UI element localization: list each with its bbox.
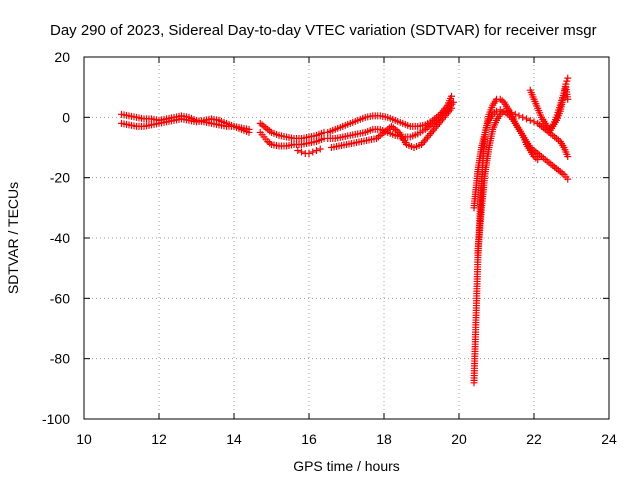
y-axis-label: SDTVAR / TECUs	[5, 182, 21, 294]
data-point	[245, 128, 253, 136]
data-point	[511, 110, 519, 118]
data-point	[305, 150, 313, 158]
data-point	[564, 74, 572, 82]
grid-layer	[84, 57, 609, 419]
y-tick-label: -100	[42, 411, 70, 427]
data-point	[519, 113, 527, 121]
x-tick-label: 12	[151, 431, 167, 447]
data-point	[504, 107, 512, 115]
y-tick-label: 20	[54, 49, 70, 65]
data-point	[523, 115, 530, 123]
x-tick-label: 22	[526, 431, 542, 447]
x-tick-label: 18	[376, 431, 392, 447]
series-track-n	[545, 83, 572, 136]
series-track-i	[328, 104, 455, 151]
data-point	[564, 153, 572, 161]
x-tick-label: 20	[451, 431, 467, 447]
x-tick-label: 16	[301, 431, 317, 447]
data-point	[448, 104, 455, 112]
data-point	[530, 118, 538, 126]
data-point	[316, 145, 324, 153]
data-point	[294, 147, 302, 155]
axis-layer: 10 12 14 16 18 20 22 24 -100 -80 -60 -40 -20 0 20	[42, 49, 617, 447]
y-tick-label: -60	[50, 290, 70, 306]
data-point	[515, 112, 523, 120]
plot-frame	[83, 56, 610, 420]
series-track-d	[256, 119, 328, 142]
data-point	[526, 116, 534, 124]
data-point	[313, 147, 320, 155]
series-track-g	[324, 92, 455, 136]
data-layer	[118, 74, 572, 387]
data-point	[564, 175, 572, 183]
x-tick-label: 10	[76, 431, 92, 447]
y-tick-label: -40	[50, 230, 70, 246]
y-tick-label: 0	[62, 109, 70, 125]
series-track-k	[470, 106, 542, 212]
data-point	[534, 156, 542, 164]
data-point	[508, 109, 515, 117]
series-track-e	[256, 128, 328, 150]
series-track-c	[215, 116, 253, 136]
y-tick-label: -20	[50, 170, 70, 186]
series-track-l	[474, 107, 572, 257]
series-track-f	[294, 145, 324, 158]
chart-title: Day 290 of 2023, Sidereal Day-to-day VTE…	[50, 22, 597, 39]
data-point	[309, 148, 317, 156]
x-axis-label: GPS time / hours	[293, 458, 400, 474]
x-tick-label: 24	[601, 431, 617, 447]
data-point	[448, 92, 455, 100]
series-track-a	[118, 110, 253, 133]
data-point	[564, 95, 572, 103]
y-tick-label: -80	[50, 351, 70, 367]
data-point	[449, 98, 457, 106]
data-point	[298, 148, 305, 156]
data-point	[493, 107, 500, 115]
data-point	[563, 77, 571, 85]
x-tick-label: 14	[226, 431, 242, 447]
